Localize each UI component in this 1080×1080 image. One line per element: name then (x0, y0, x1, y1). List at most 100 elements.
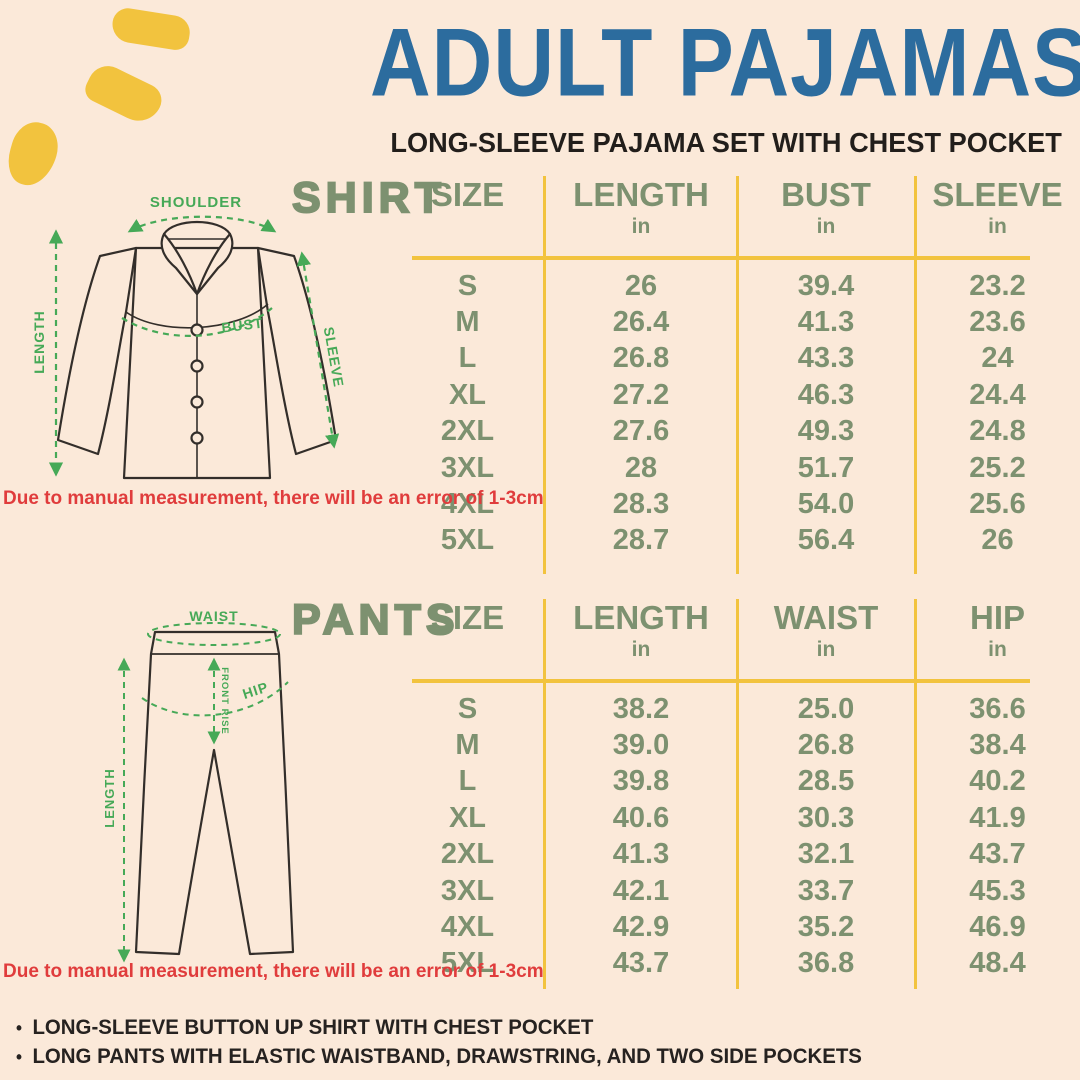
pants-table-header: SIZE LENGTH in WAIST in HIP in (390, 595, 1080, 661)
table-header-rule (412, 256, 1030, 260)
hip-label: HIP (240, 679, 270, 702)
pants-body (134, 630, 295, 956)
table-row: 5XL 28.7 56.4 26 (390, 523, 1080, 559)
shirt-right-sleeve (256, 246, 338, 456)
table-divider (736, 176, 739, 574)
unit-label: in (988, 214, 1007, 238)
table-row: XL 27.2 46.3 24.4 (390, 377, 1080, 413)
pants-measurement-note: Due to manual measurement, there will be… (3, 961, 544, 982)
unit-label: in (816, 214, 836, 238)
shirt-table-body: S 26 39.4 23.2 M 26.4 41.3 23.6 L 26.8 43.3 24 XL… (390, 268, 1080, 559)
unit-label: in (631, 637, 651, 661)
hip-cell: 48.4 (969, 947, 1026, 980)
product-feature-list: • LONG-SLEEVE BUTTON UP SHIRT WITH CHEST… (16, 1013, 906, 1071)
length-cell: 42.9 (612, 911, 670, 944)
table-row: M 39.0 26.8 38.4 (390, 727, 1080, 763)
unit-label: in (816, 637, 836, 661)
sleeve-cell: 23.2 (969, 269, 1026, 302)
sleeve-cell: 23.6 (969, 306, 1026, 339)
waist-cell: 35.2 (797, 911, 855, 944)
shirt-button (190, 431, 204, 445)
size-cell: M (455, 729, 480, 762)
length-cell: 43.7 (612, 947, 670, 980)
size-cell: 5XL (440, 524, 495, 557)
waist-cell: 25.0 (797, 692, 855, 725)
shirt-button (190, 323, 204, 337)
table-row: S 26 39.4 23.2 (390, 268, 1080, 304)
length-cell: 26.4 (612, 306, 670, 339)
sleeve-cell: 25.2 (969, 451, 1026, 484)
page-title: ADULT PAJAMAS (370, 8, 1080, 117)
size-cell: 3XL (440, 874, 495, 907)
column-header-length: LENGTH in (545, 595, 737, 661)
front-rise-label: FRONT RISE (219, 667, 230, 735)
bust-cell: 43.3 (797, 342, 855, 375)
waist-cell: 26.8 (797, 729, 855, 762)
shirt-left-sleeve (56, 246, 138, 456)
sleeve-cell: 26 (981, 524, 1014, 557)
waist-cell: 36.8 (797, 947, 855, 980)
column-header-sleeve: SLEEVE in (915, 172, 1080, 238)
table-row: 5XL 43.7 36.8 48.4 (390, 946, 1080, 982)
length-cell: 40.6 (612, 801, 670, 834)
size-cell: 4XL (440, 911, 495, 944)
feature-text: LONG-SLEEVE BUTTON UP SHIRT WITH CHEST P… (32, 1015, 594, 1039)
size-cell: XL (448, 378, 487, 411)
hip-cell: 40.2 (969, 765, 1026, 798)
table-row: M 26.4 41.3 23.6 (390, 304, 1080, 340)
table-divider (736, 599, 739, 989)
pants-table-body: S 38.2 25.0 36.6 M 39.0 26.8 38.4 L 39.8 28.5 40.… (390, 691, 1080, 982)
size-cell: XL (448, 801, 487, 834)
column-header-length: LENGTH in (545, 172, 737, 238)
bust-cell: 54.0 (797, 488, 855, 521)
page-subtitle: LONG-SLEEVE PAJAMA SET WITH CHEST POCKET (390, 127, 1062, 158)
column-header-waist: WAIST in (737, 595, 915, 661)
list-item: • LONG PANTS WITH ELASTIC WAISTBAND, DRA… (16, 1042, 862, 1071)
size-cell: 2XL (440, 415, 495, 448)
waist-cell: 28.5 (797, 765, 855, 798)
pants-measurement-diagram: WAIST FRONT RISE HIP LENGTH (102, 610, 295, 963)
bust-cell: 39.4 (797, 269, 855, 302)
table-row: 3XL 42.1 33.7 45.3 (390, 873, 1080, 909)
length-cell: 28 (624, 451, 658, 484)
length-cell: 42.1 (612, 874, 670, 907)
length-cell: 27.2 (612, 378, 670, 411)
length-cell: 26 (624, 269, 658, 302)
size-cell: 2XL (440, 838, 495, 871)
yellow-blob-decoration (2, 116, 64, 192)
size-cell: 5XL (440, 947, 495, 980)
bullet-icon: • (16, 1046, 22, 1067)
feature-text: LONG PANTS WITH ELASTIC WAISTBAND, DRAWS… (32, 1044, 862, 1068)
bust-cell: 46.3 (797, 378, 855, 411)
table-row: 2XL 27.6 49.3 24.8 (390, 414, 1080, 450)
bust-label: BUST (221, 315, 265, 336)
pants-length-label: LENGTH (102, 768, 117, 827)
bullet-icon: • (16, 1017, 22, 1038)
bust-cell: 56.4 (797, 524, 855, 557)
shirt-measurement-note: Due to manual measurement, there will be… (3, 488, 544, 509)
list-item: • LONG-SLEEVE BUTTON UP SHIRT WITH CHEST… (16, 1013, 862, 1042)
waist-cell: 33.7 (797, 874, 855, 907)
shirt-measurement-diagram: SHOULDER LENGTH BUST SLEEVE (31, 194, 347, 480)
sleeve-cell: 25.6 (969, 488, 1026, 521)
table-row: L 39.8 28.5 40.2 (390, 764, 1080, 800)
table-row: 4XL 42.9 35.2 46.9 (390, 909, 1080, 945)
sleeve-cell: 24.4 (969, 378, 1026, 411)
shirt-button (190, 395, 204, 409)
length-cell: 28.3 (612, 488, 670, 521)
table-divider (543, 176, 546, 574)
sleeve-cell: 24.8 (969, 415, 1026, 448)
table-divider (543, 599, 546, 989)
column-header-size: SIZE (430, 176, 505, 213)
hip-cell: 43.7 (969, 838, 1026, 871)
column-header-hip: HIP in (915, 595, 1080, 661)
length-cell: 39.0 (612, 729, 670, 762)
pants-size-table: SIZE LENGTH in WAIST in HIP in S 38.2 25.0 36.… (390, 595, 1080, 989)
size-cell: S (457, 692, 478, 725)
table-row: 2XL 41.3 32.1 43.7 (390, 837, 1080, 873)
shirt-table-header: SIZE LENGTH in BUST in SLEEVE in (390, 172, 1080, 238)
shoulder-measure-arrow (127, 215, 277, 233)
waist-measure-ellipse (147, 622, 281, 646)
hip-cell: 38.4 (969, 729, 1026, 762)
